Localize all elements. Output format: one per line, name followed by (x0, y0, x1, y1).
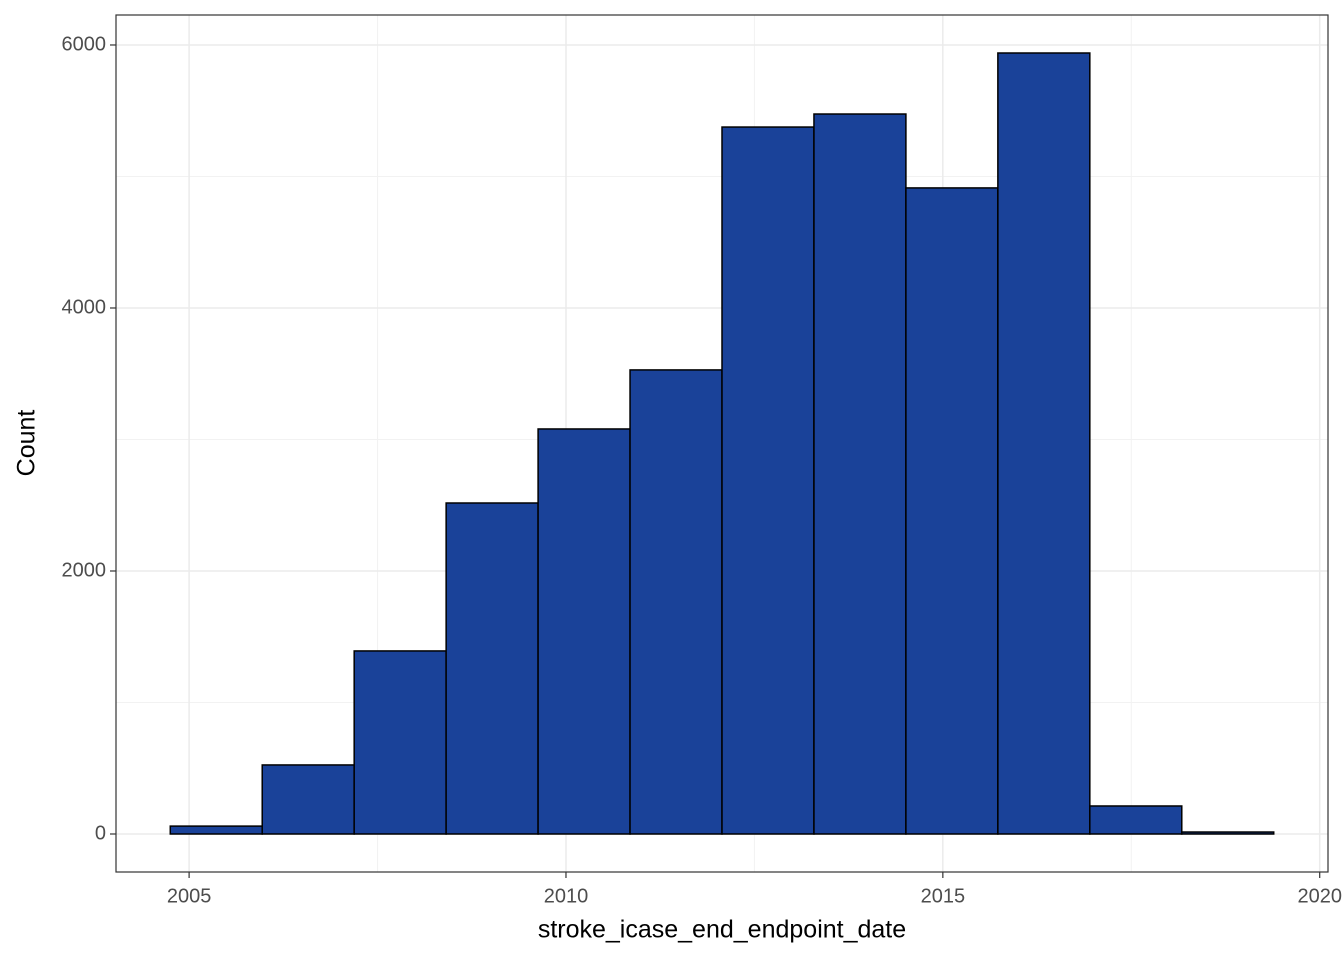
y-tick-label: 6000 (62, 33, 107, 55)
bar (813, 113, 907, 835)
y-tick-label: 4000 (62, 296, 107, 318)
y-axis-title: Count (13, 410, 41, 477)
bar (1181, 831, 1275, 835)
x-tick-label: 2015 (921, 885, 966, 907)
bar (721, 126, 815, 835)
bar (629, 369, 723, 835)
bar (537, 428, 631, 835)
plot-border (115, 14, 1329, 873)
bar (261, 764, 355, 835)
x-tick-label: 2010 (544, 885, 589, 907)
x-tick-label: 2005 (167, 885, 212, 907)
x-axis-title: stroke_icase_end_endpoint_date (538, 916, 906, 944)
x-tick-label: 2020 (1297, 885, 1342, 907)
bar (445, 502, 539, 835)
y-tick-label: 2000 (62, 559, 107, 581)
y-tick-label: 0 (95, 822, 106, 844)
bar (169, 825, 263, 835)
bar (905, 187, 999, 835)
bar (1089, 805, 1183, 835)
bar (353, 650, 447, 835)
bar (997, 52, 1091, 835)
